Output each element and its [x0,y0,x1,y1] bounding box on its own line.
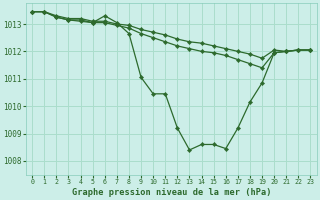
X-axis label: Graphe pression niveau de la mer (hPa): Graphe pression niveau de la mer (hPa) [72,188,271,197]
